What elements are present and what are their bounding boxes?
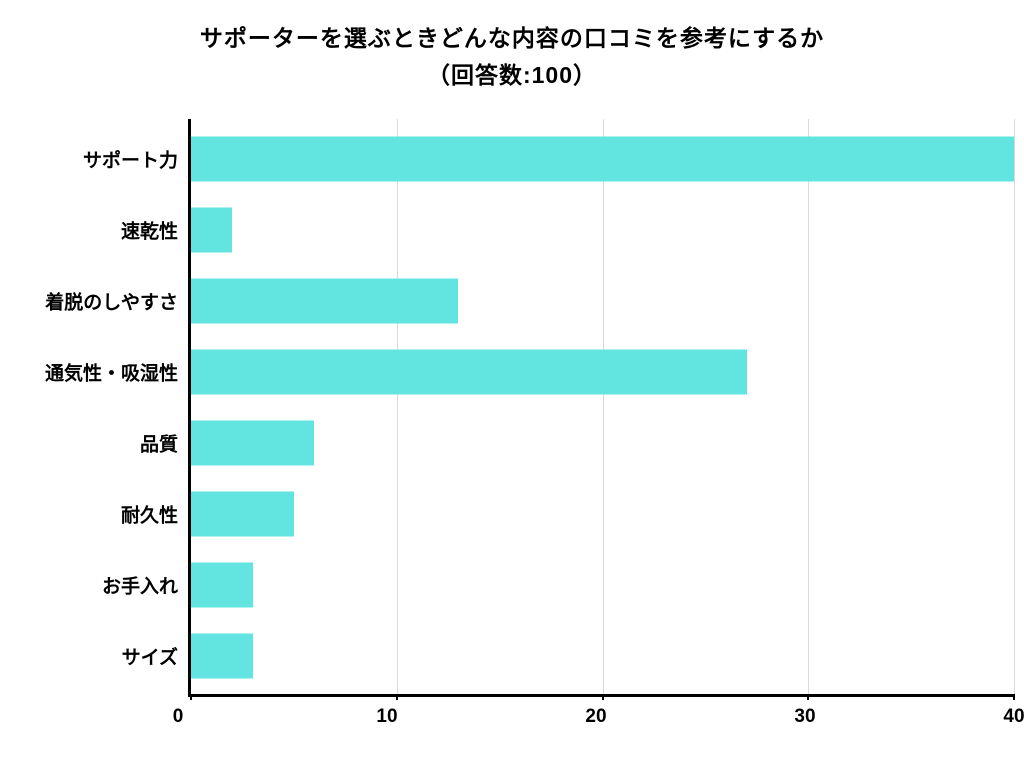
bars-region [188, 119, 1014, 697]
y-axis-label: 速乾性 [121, 217, 178, 244]
bar [191, 208, 232, 253]
y-axis-label: サイズ [122, 643, 178, 670]
y-axis-label: サポート力 [83, 146, 178, 173]
bar [191, 279, 458, 324]
chart-container: サポーターを選ぶときどんな内容の口コミを参考にするか （回答数:100） サポー… [0, 0, 1024, 768]
x-tick-mark [190, 694, 192, 700]
y-axis-label: 着脱のしやすさ [45, 288, 178, 315]
y-axis-label: お手入れ [102, 572, 178, 599]
x-tick-label: 10 [376, 706, 397, 728]
x-tick-mark [396, 694, 398, 700]
bar [191, 137, 1014, 182]
gridline [1014, 119, 1015, 694]
plot-area: サポート力速乾性着脱のしやすさ通気性・吸湿性品質耐久性お手入れサイズ [10, 119, 1014, 697]
x-tick-mark [602, 694, 604, 700]
x-tick-label: 20 [585, 706, 606, 728]
bar [191, 492, 294, 537]
chart-title: サポーターを選ぶときどんな内容の口コミを参考にするか （回答数:100） [10, 20, 1014, 94]
bar [191, 634, 253, 679]
bar [191, 563, 253, 608]
y-axis-label: 耐久性 [121, 501, 178, 528]
y-axis-label: 通気性・吸湿性 [45, 359, 178, 386]
title-line-1: サポーターを選ぶときどんな内容の口コミを参考にするか [10, 20, 1014, 57]
x-tick-label: 30 [794, 706, 815, 728]
title-line-2: （回答数:100） [10, 57, 1014, 94]
bar [191, 350, 747, 395]
bar [191, 421, 314, 466]
y-axis-label: 品質 [140, 430, 178, 457]
x-tick-label: 0 [173, 706, 184, 728]
bars [191, 119, 1014, 694]
x-tick-mark [807, 694, 809, 700]
y-axis-labels: サポート力速乾性着脱のしやすさ通気性・吸湿性品質耐久性お手入れサイズ [10, 119, 188, 697]
x-tick-label: 40 [1003, 706, 1024, 728]
x-axis-ticks: 010203040 [178, 700, 1014, 730]
x-tick-mark [1013, 694, 1015, 700]
